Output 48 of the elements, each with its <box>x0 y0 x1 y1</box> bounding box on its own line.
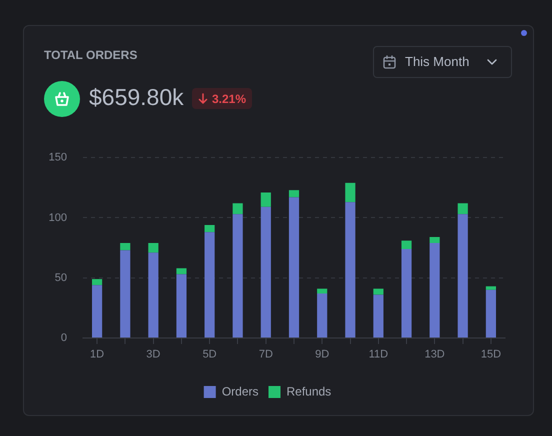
bar <box>317 294 328 338</box>
bar <box>430 242 440 338</box>
x-tick-label: 13D <box>424 348 445 361</box>
x-tick-label: 9D <box>315 348 330 361</box>
bar <box>288 190 300 198</box>
bar <box>120 242 130 250</box>
bar <box>232 214 243 338</box>
bar <box>176 274 187 338</box>
bar <box>176 268 187 274</box>
bar <box>317 288 328 294</box>
x-tick-label: 7D <box>258 348 273 361</box>
x-tick-label: 15D <box>480 348 502 361</box>
bar <box>204 232 215 338</box>
y-tick-label: 50 <box>54 272 67 284</box>
dropdown: This Month <box>373 46 512 78</box>
text: 3.21% <box>212 92 246 106</box>
bar <box>486 290 496 338</box>
x-tick-label: 11D <box>368 348 388 361</box>
x-tick-label: 5D <box>202 348 217 361</box>
bar <box>345 202 356 338</box>
bar <box>373 294 384 338</box>
x-tick-label: 1D <box>90 348 104 361</box>
bar <box>148 252 158 338</box>
legend-label: Orders <box>222 384 259 398</box>
bar <box>458 203 468 214</box>
bar <box>373 288 384 295</box>
y-tick-label: 0 <box>60 332 67 344</box>
chart-title: TOTAL ORDERS <box>44 48 138 63</box>
x-tick-label: 3D <box>146 348 160 361</box>
bar <box>92 279 102 286</box>
bar <box>430 236 440 243</box>
chart-subtitle: $659.80k <box>89 84 184 111</box>
bar <box>204 224 215 232</box>
bar <box>260 206 271 338</box>
y-tick-label: 100 <box>48 212 67 224</box>
bar <box>458 214 468 338</box>
bar <box>345 182 356 202</box>
bar <box>401 240 412 250</box>
bar <box>260 192 271 207</box>
bar <box>288 197 300 338</box>
bar <box>148 242 158 253</box>
legend-label: Refunds <box>286 384 332 398</box>
bar <box>92 285 102 338</box>
bar <box>486 286 496 290</box>
bar <box>120 250 130 338</box>
bar <box>232 203 243 214</box>
bar <box>401 249 412 338</box>
y-tick-label: 150 <box>48 152 67 164</box>
